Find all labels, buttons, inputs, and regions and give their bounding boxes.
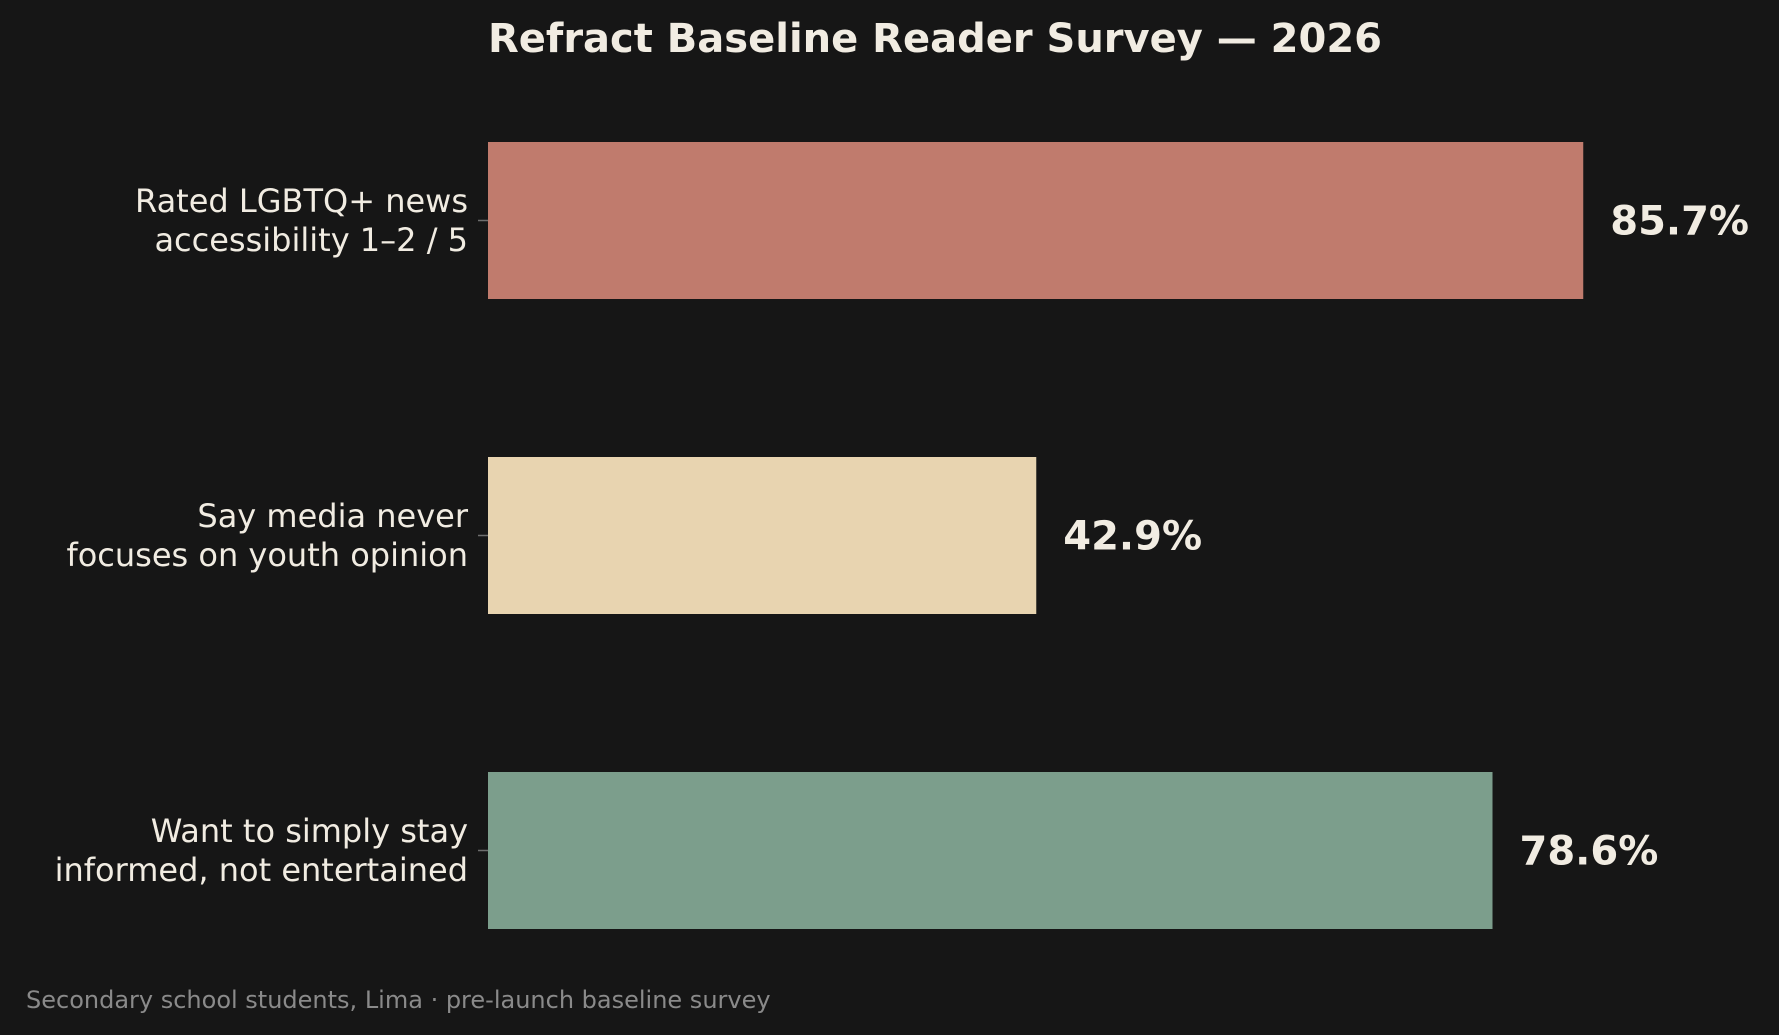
category-label-line: informed, not entertained [55,851,468,889]
category-label-line: focuses on youth opinion [66,536,468,574]
category-label-line: accessibility 1–2 / 5 [154,221,468,259]
bar-2 [488,457,1037,614]
category-label-line: Rated LGBTQ+ news [135,182,468,220]
category-label-2: Say media never focuses on youth opinion [66,497,468,574]
category-label-line: Want to simply stay [151,812,468,850]
category-label-1: Rated LGBTQ+ news accessibility 1–2 / 5 [135,182,468,259]
category-label-3: Want to simply stay informed, not enterta… [55,812,468,889]
bars-layer: Rated LGBTQ+ news accessibility 1–2 / 5 85… [55,142,1749,929]
bar-1 [488,142,1584,299]
bar-3 [488,772,1493,929]
chart-title: Refract Baseline Reader Survey — 2026 [488,16,1382,62]
value-label-2: 42.9% [1063,514,1202,560]
value-label-3: 78.6% [1520,829,1659,875]
value-label-1: 85.7% [1610,199,1749,245]
footnote: Secondary school students, Lima · pre-la… [26,986,771,1014]
category-label-line: Say media never [197,497,468,535]
